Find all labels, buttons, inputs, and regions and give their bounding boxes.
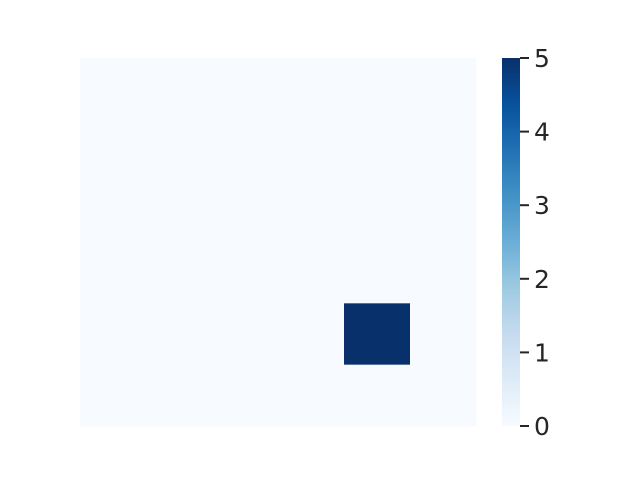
heatmap-cell-r2-c4 <box>344 180 411 243</box>
colorbar-tick-label-1: 1 <box>534 338 550 367</box>
heatmap-cell-r4-c3 <box>278 303 345 366</box>
colorbar-tick-label-4: 4 <box>534 118 550 147</box>
heatmap-cell-r1-c2 <box>212 119 279 182</box>
heatmap-cell-r1-c3 <box>278 119 345 182</box>
colorbar-tick-label-2: 2 <box>534 265 550 294</box>
heatmap-cell-r3-c2 <box>212 242 279 304</box>
heatmap-cell-r2-c3 <box>278 180 345 243</box>
heatmap-cell-r5-c1 <box>146 364 213 427</box>
heatmap-cell-r2-c2 <box>212 180 279 243</box>
colorbar-tick-label-5: 5 <box>534 44 550 73</box>
heatmap-cell-r0-c5 <box>410 58 477 120</box>
heatmap-cell-r1-c0 <box>80 119 147 182</box>
heatmap-cell-r5-c5 <box>410 364 477 427</box>
heatmap-grid <box>80 58 477 427</box>
heatmap-cell-r3-c0 <box>80 242 147 304</box>
heatmap-cell-r0-c4 <box>344 58 411 120</box>
heatmap-cell-r0-c0 <box>80 58 147 120</box>
colorbar-gradient <box>502 58 520 426</box>
heatmap-cell-r3-c5 <box>410 242 477 304</box>
heatmap-cell-r3-c4 <box>344 242 411 304</box>
colorbar-tick-label-0: 0 <box>534 412 550 441</box>
heatmap-cell-r1-c5 <box>410 119 477 182</box>
heatmap-cell-r4-c5 <box>410 303 477 366</box>
heatmap-cell-r5-c3 <box>278 364 345 427</box>
heatmap-cell-r2-c0 <box>80 180 147 243</box>
heatmap-cell-r5-c4 <box>344 364 411 427</box>
heatmap-cell-r2-c1 <box>146 180 213 243</box>
heatmap-cell-r5-c0 <box>80 364 147 427</box>
heatmap-cell-r3-c3 <box>278 242 345 304</box>
heatmap-cell-r0-c3 <box>278 58 345 120</box>
heatmap-cell-r4-c0 <box>80 303 147 366</box>
heatmap-cell-r4-c2 <box>212 303 279 366</box>
heatmap-cell-r0-c1 <box>146 58 213 120</box>
heatmap-cell-r4-c4 <box>344 303 411 366</box>
heatmap-cell-r0-c2 <box>212 58 279 120</box>
heatmap-cell-r2-c5 <box>410 180 477 243</box>
colorbar-ticks: 0 1 2 3 4 5 <box>520 44 550 441</box>
heatmap-cell-r5-c2 <box>212 364 279 427</box>
colorbar <box>502 58 520 426</box>
heatmap-cell-r4-c1 <box>146 303 213 366</box>
heatmap-cell-r3-c1 <box>146 242 213 304</box>
colorbar-tick-label-3: 3 <box>534 191 550 220</box>
heatmap-cell-r1-c1 <box>146 119 213 182</box>
heatmap-cell-r1-c4 <box>344 119 411 182</box>
